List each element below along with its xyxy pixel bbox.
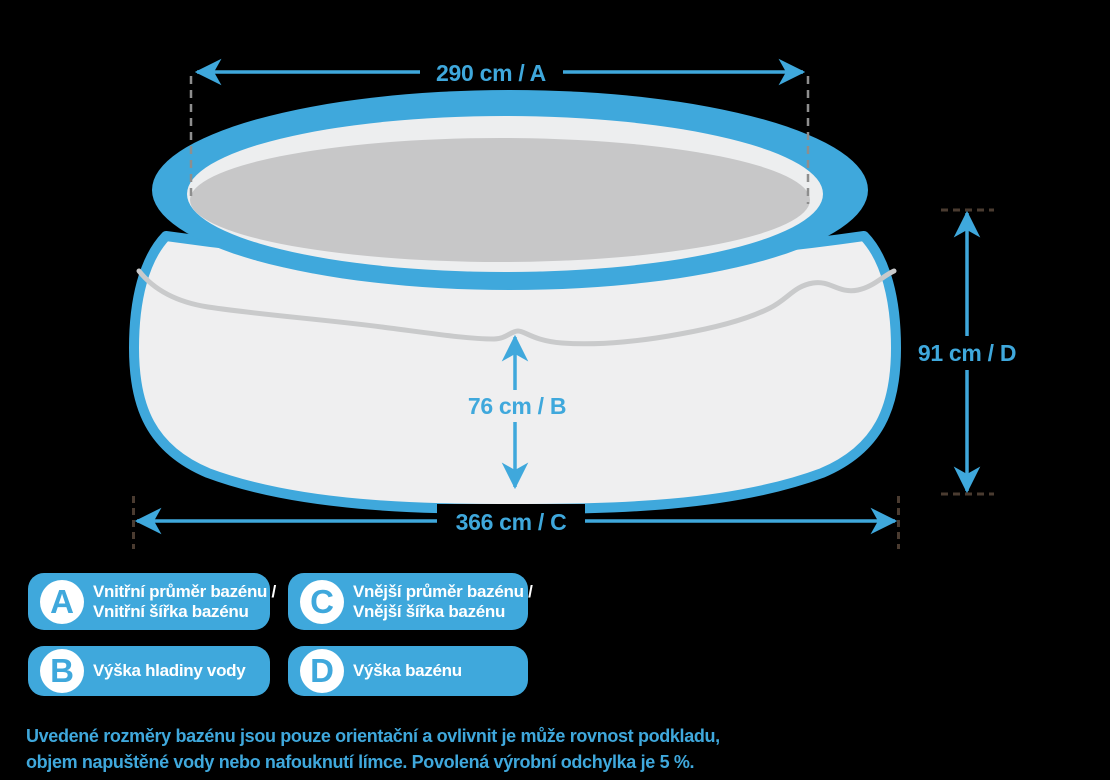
legend-letter-a: A bbox=[40, 579, 84, 624]
footnote-line2: objem napuštěné vody nebo nafouknutí lím… bbox=[26, 752, 695, 772]
legend-label-a-line1: Vnitřní průměr bazénu / bbox=[93, 581, 276, 601]
water-level-line bbox=[136, 268, 897, 347]
legend-label-b: Výška hladiny vody bbox=[93, 661, 246, 681]
dimension-a-label-bg bbox=[420, 55, 563, 89]
dimension-c-label-bg bbox=[437, 504, 585, 538]
legend-badge-d: D Výška bazénu bbox=[288, 646, 528, 696]
legend-badge-b: B Výška hladiny vody bbox=[28, 646, 270, 696]
legend-letter-b: B bbox=[40, 649, 84, 693]
dimension-b-label-bg bbox=[452, 390, 580, 422]
dimension-d-label-bg bbox=[905, 336, 1029, 370]
dimension-d-label: 91 cm / D bbox=[918, 340, 1016, 366]
legend-label-c: Vnější průměr bazénu / Vnější šířka bazé… bbox=[353, 582, 533, 622]
dimension-b-label: 76 cm / B bbox=[468, 393, 566, 419]
dimension-c-label: 366 cm / C bbox=[456, 509, 567, 535]
legend-label-a: Vnitřní průměr bazénu / Vnitřní šířka ba… bbox=[93, 582, 276, 622]
legend-badge-c: C Vnější průměr bazénu / Vnější šířka ba… bbox=[288, 573, 533, 630]
legend-badge-a: A Vnitřní průměr bazénu / Vnitřní šířka … bbox=[28, 573, 276, 630]
footnote-line1: Uvedené rozměry bazénu jsou pouze orient… bbox=[26, 726, 720, 746]
legend-letter-c: C bbox=[300, 579, 344, 624]
legend-label-d-line1: Výška bazénu bbox=[353, 661, 462, 680]
dimension-outer-diameter: 366 cm / C bbox=[132, 496, 900, 549]
legend-letter-d: D bbox=[300, 649, 344, 693]
legend-label-d: Výška bazénu bbox=[353, 661, 462, 681]
footnote: Uvedené rozměry bazénu jsou pouze orient… bbox=[26, 723, 1086, 775]
water-surface bbox=[190, 138, 810, 262]
dimension-inner-diameter: 290 cm / A bbox=[194, 55, 806, 89]
legend-label-b-line1: Výška hladiny vody bbox=[93, 661, 246, 680]
dimension-pool-height: 91 cm / D bbox=[905, 208, 1029, 496]
legend-label-a-line2: Vnitřní šířka bazénu bbox=[93, 601, 249, 621]
dimension-a-label: 290 cm / A bbox=[436, 60, 546, 86]
legend-label-c-line1: Vnější průměr bazénu / bbox=[353, 581, 533, 601]
dimension-water-height: 76 cm / B bbox=[452, 334, 580, 490]
legend-label-c-line2: Vnější šířka bazénu bbox=[353, 601, 506, 621]
